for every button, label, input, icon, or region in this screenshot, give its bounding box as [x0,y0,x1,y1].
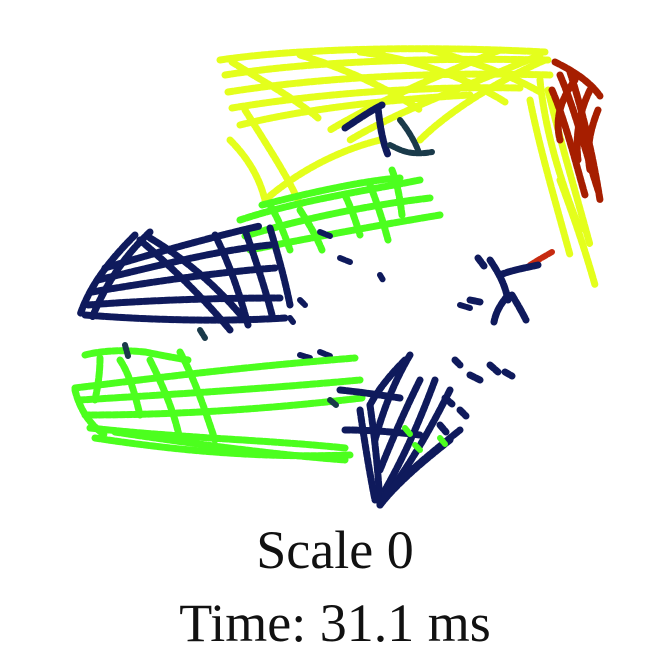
green-upper-fan [236,166,444,254]
point-cloud-visualization [71,45,604,509]
green-lower-ticks [402,425,448,453]
teal-top-segment [387,117,435,157]
navy-scatter-points [287,229,473,361]
teal-lower-accents [122,327,339,408]
navy-left-fan [76,222,294,334]
scale-label: Scale 0 [256,520,414,580]
navy-lower-fan [336,351,516,509]
time-label: Time: 31.1 ms [179,593,491,653]
point-cloud-svg [71,45,604,509]
navy-figure-structure [466,254,542,326]
navy-top-segment [341,101,392,159]
green-lower-fan [71,347,366,464]
red-scan-patch [548,58,604,204]
